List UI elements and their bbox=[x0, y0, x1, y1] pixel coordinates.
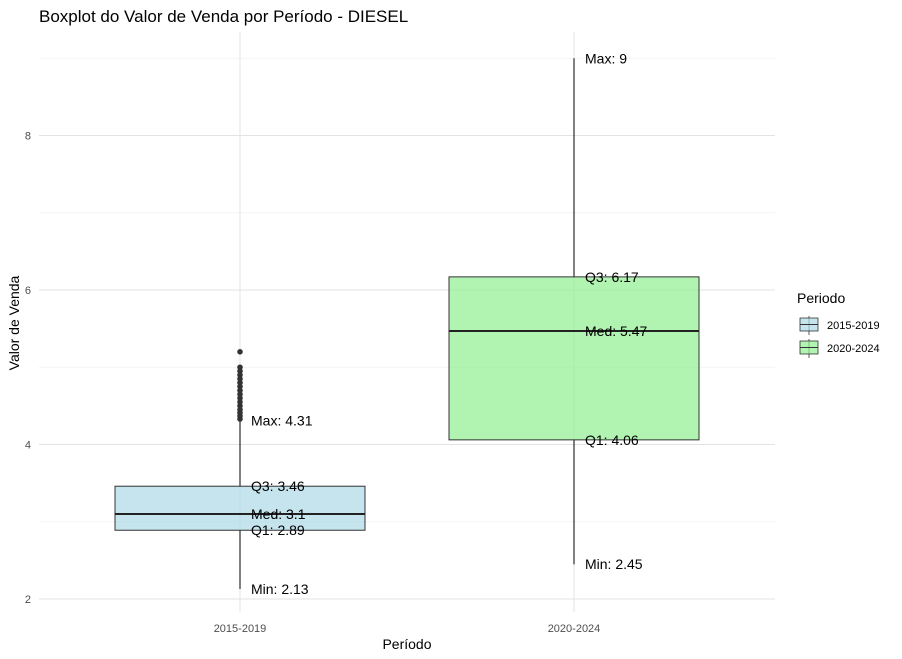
x-axis-title: Período bbox=[382, 636, 431, 652]
outlier-point bbox=[237, 399, 243, 405]
chart-title: Boxplot do Valor de Venda por Período - … bbox=[39, 7, 408, 26]
iqr-box bbox=[448, 276, 700, 441]
annotation-max: Max: 9 bbox=[585, 50, 627, 66]
boxes bbox=[114, 58, 700, 589]
annotation-median: Med: 5.47 bbox=[585, 323, 647, 339]
outlier-point bbox=[237, 383, 243, 390]
outlier-point bbox=[237, 364, 243, 371]
annotation-min: Min: 2.13 bbox=[251, 581, 309, 597]
outlier-point bbox=[237, 391, 243, 398]
x-ticks: 2015-2019 2020-2024 bbox=[214, 623, 601, 635]
outlier-point bbox=[237, 406, 243, 413]
y-tick-label: 6 bbox=[25, 285, 31, 297]
annotation-min: Min: 2.45 bbox=[585, 556, 643, 572]
y-tick-label: 2 bbox=[25, 594, 31, 606]
annotations: Max: 4.31 Q3: 3.46 Med: 3.1Q1: 2.89 Min: 2.… bbox=[251, 50, 647, 597]
y-tick-label: 8 bbox=[25, 131, 31, 143]
box-2020-2024 bbox=[448, 58, 700, 565]
x-tick-label: 2020-2024 bbox=[548, 623, 601, 635]
annotation-q1: Q1: 2.89 bbox=[251, 522, 305, 538]
annotation-max: Max: 4.31 bbox=[251, 413, 313, 429]
annotation-q3: Q3: 3.46 bbox=[251, 478, 305, 494]
annotation-median: Med: 3.1 bbox=[251, 506, 306, 522]
legend-item: 2015-2019 bbox=[799, 316, 880, 335]
y-axis-title: Valor de Venda bbox=[6, 275, 22, 370]
y-ticks: 2 4 6 8 bbox=[25, 131, 31, 607]
outlier-point bbox=[237, 379, 243, 386]
iqr-box bbox=[114, 485, 366, 531]
legend-item: 2020-2024 bbox=[799, 339, 880, 358]
annotation-q3: Q3: 6.17 bbox=[585, 269, 639, 285]
legend-label: 2020-2024 bbox=[827, 343, 880, 355]
outlier-point bbox=[237, 349, 243, 355]
x-tick-label: 2015-2019 bbox=[214, 623, 267, 635]
legend-title: Periodo bbox=[797, 290, 845, 306]
y-tick-label: 4 bbox=[25, 440, 31, 452]
legend: Periodo 2015-2019 2020-2024 bbox=[797, 290, 880, 358]
outlier-point bbox=[237, 403, 243, 409]
annotation-q1: Q1: 4.06 bbox=[585, 432, 639, 448]
legend-label: 2015-2019 bbox=[827, 320, 880, 332]
outlier-point bbox=[237, 368, 243, 374]
outlier-point bbox=[237, 387, 243, 394]
outlier-point bbox=[237, 395, 243, 401]
outlier-point bbox=[237, 372, 243, 378]
box-2015-2019 bbox=[114, 349, 366, 589]
outlier-point bbox=[237, 376, 243, 382]
